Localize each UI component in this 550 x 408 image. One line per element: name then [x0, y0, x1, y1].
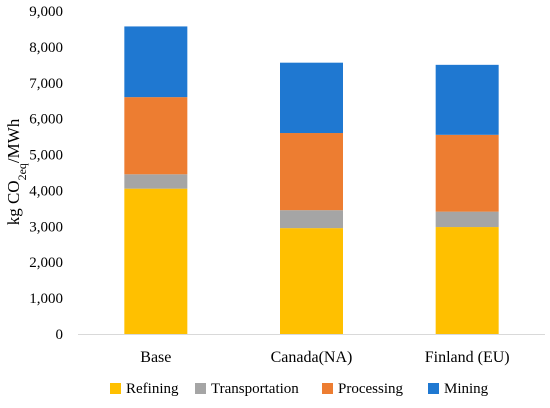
bar-segment-processing — [280, 133, 343, 211]
legend-label-transportation: Transportation — [211, 381, 299, 397]
y-tick-label: 5,000 — [29, 148, 63, 164]
x-tick-label: Canada(NA) — [271, 349, 353, 366]
y-axis-label: kg CO2eq/MWh — [4, 118, 29, 225]
bar-segment-transportation — [124, 174, 188, 189]
y-tick-label: 7,000 — [29, 76, 63, 92]
y-axis-label-prefix: kg CO — [4, 180, 23, 225]
bar-segment-mining — [124, 26, 188, 98]
legend-swatch-mining — [428, 383, 439, 394]
x-tick-label: Base — [140, 349, 171, 366]
y-axis-ticks: 0 1,000 2,000 3,000 4,000 5,000 6,000 7,000 8,00… — [29, 4, 63, 343]
bar-segment-refining — [124, 188, 188, 334]
x-axis: Base Canada(NA) Finland (EU) — [78, 334, 545, 366]
y-axis-title: kg CO2eq/MWh — [4, 118, 29, 225]
y-tick-label: 6,000 — [29, 112, 63, 128]
y-tick-label: 3,000 — [29, 219, 63, 235]
legend-label-processing: Processing — [338, 381, 403, 397]
y-axis-label-subscript: 2eq — [15, 163, 29, 180]
bars — [124, 26, 499, 334]
y-axis-label-suffix: /MWh — [4, 118, 23, 163]
y-tick-label: 0 — [56, 327, 64, 343]
y-tick-label: 2,000 — [29, 255, 63, 271]
bar-segment-transportation — [435, 211, 499, 228]
y-tick-label: 8,000 — [29, 40, 63, 56]
legend-swatch-refining — [110, 383, 121, 394]
y-tick-label: 1,000 — [29, 291, 63, 307]
bar-segment-mining — [435, 64, 499, 135]
bar-segment-refining — [435, 227, 499, 334]
legend-label-mining: Mining — [444, 381, 489, 397]
x-tick-label: Finland (EU) — [425, 349, 510, 366]
bar-segment-processing — [124, 97, 188, 175]
legend: Refining Transportation Processing Mining — [110, 381, 489, 397]
legend-swatch-transportation — [195, 383, 206, 394]
y-tick-label: 4,000 — [29, 183, 63, 199]
bar-segment-processing — [435, 134, 499, 212]
legend-label-refining: Refining — [126, 381, 179, 397]
bar-segment-refining — [280, 228, 343, 334]
y-tick-label: 9,000 — [29, 4, 63, 20]
legend-swatch-processing — [322, 383, 333, 394]
bar-segment-transportation — [280, 210, 343, 229]
bar-segment-mining — [280, 62, 343, 134]
